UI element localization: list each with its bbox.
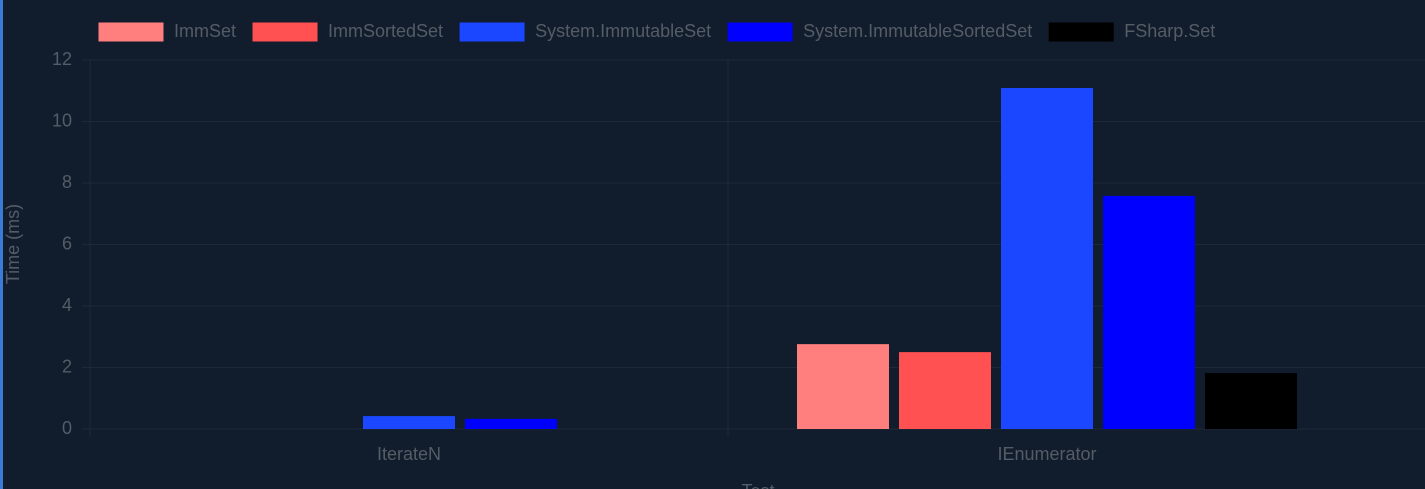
legend-label: FSharp.Set bbox=[1124, 21, 1215, 41]
legend-swatch bbox=[251, 21, 319, 43]
y-tick-label: 8 bbox=[62, 172, 72, 192]
y-axis-title: Time (ms) bbox=[3, 204, 23, 284]
bar bbox=[1103, 195, 1195, 429]
legend-label: ImmSortedSet bbox=[328, 21, 443, 41]
bar bbox=[1001, 87, 1093, 430]
y-tick-label: 6 bbox=[62, 233, 72, 253]
legend-label: ImmSet bbox=[174, 21, 236, 41]
y-tick-label: 10 bbox=[52, 110, 72, 130]
y-tick-label: 0 bbox=[62, 418, 72, 438]
bar bbox=[899, 352, 991, 429]
y-tick-label: 2 bbox=[62, 356, 72, 376]
x-tick-label: IterateN bbox=[377, 444, 441, 464]
bar bbox=[797, 344, 889, 429]
left-border bbox=[0, 0, 3, 489]
bar bbox=[363, 416, 455, 429]
x-axis-title: Test bbox=[741, 481, 774, 489]
y-tick-label: 4 bbox=[62, 295, 72, 315]
legend-label: System.ImmutableSortedSet bbox=[803, 21, 1032, 41]
y-tick-label: 12 bbox=[52, 49, 72, 69]
legend-swatch bbox=[726, 21, 794, 43]
legend-label: System.ImmutableSet bbox=[535, 21, 711, 41]
legend-swatch bbox=[458, 21, 526, 43]
bar bbox=[1205, 373, 1297, 429]
legend-swatch bbox=[1047, 21, 1115, 43]
x-tick-label: IEnumerator bbox=[997, 444, 1096, 464]
legend-swatch bbox=[97, 21, 165, 43]
bar bbox=[465, 418, 557, 429]
